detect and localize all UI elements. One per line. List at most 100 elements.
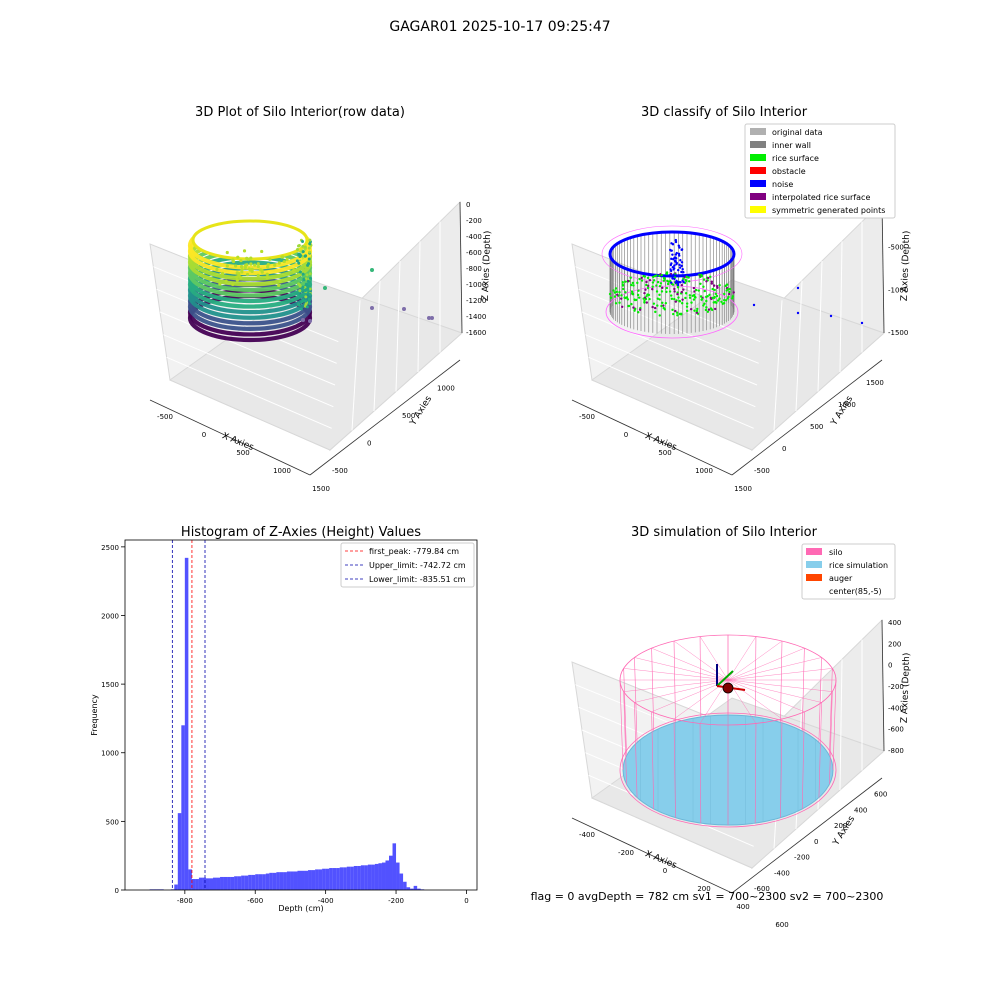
silo-wall-line xyxy=(673,718,676,818)
noise-point xyxy=(670,257,673,261)
data-point xyxy=(239,258,243,263)
silo-roof-line xyxy=(634,657,729,681)
rice-point xyxy=(627,304,631,308)
histogram-bar xyxy=(385,860,389,890)
silo-roof-line xyxy=(623,679,729,692)
z-tick-label: -1000 xyxy=(888,286,908,294)
rice-point xyxy=(712,284,716,287)
rice-point xyxy=(654,310,657,314)
x-tick-label: -400 xyxy=(579,831,595,839)
legend-swatch xyxy=(750,206,766,213)
rice-point xyxy=(636,293,640,297)
histogram-legend: first_peak: -779.84 cm Upper_limit: -742.… xyxy=(340,542,475,588)
y-tick-label: 0 xyxy=(814,838,818,846)
noise-point xyxy=(671,277,674,280)
panel4-title: 3D simulation of Silo Interior xyxy=(631,525,818,540)
data-point xyxy=(297,282,301,286)
z-tick-label: -1400 xyxy=(466,313,486,321)
rice-point xyxy=(621,283,625,286)
rice-point xyxy=(640,279,644,282)
noise-point xyxy=(681,268,684,271)
grid-line xyxy=(839,659,843,791)
x-tick-label: -200 xyxy=(388,897,404,905)
histogram-bar xyxy=(279,872,284,890)
rice-point xyxy=(723,298,726,302)
rice-point xyxy=(631,281,635,285)
rice-point xyxy=(709,296,713,300)
histogram-bar xyxy=(396,862,400,890)
rice-point xyxy=(680,283,683,287)
rice-point xyxy=(642,297,645,300)
noise-ring xyxy=(608,230,736,278)
histogram-bar xyxy=(213,877,217,890)
data-point xyxy=(224,279,228,283)
histogram-bar xyxy=(181,725,185,890)
rice-point xyxy=(685,275,688,279)
x-tick-label: 0 xyxy=(663,867,667,875)
data-point xyxy=(306,279,310,283)
panel1-zlabel: Z Axies (Depth) xyxy=(481,231,493,302)
legend-label: Upper_limit: -742.72 cm xyxy=(369,561,466,570)
rice-point xyxy=(670,294,673,297)
rice-point xyxy=(732,291,735,294)
rice-point xyxy=(694,296,697,299)
silo-wall-line xyxy=(619,679,624,771)
y-tick-label: 500 xyxy=(810,423,823,431)
data-point xyxy=(225,264,229,268)
histogram-bar xyxy=(255,874,259,890)
rice-point xyxy=(699,295,703,298)
rice-point xyxy=(676,286,680,289)
noise-point xyxy=(680,264,683,268)
histogram-bar xyxy=(343,867,347,890)
rice-point xyxy=(618,290,621,294)
silo-wall-line xyxy=(623,668,627,756)
outlier-point xyxy=(370,268,374,272)
panel-simulation: 3D simulation of Silo Interior -400 -200 0… xyxy=(571,525,912,929)
histogram-bar xyxy=(367,864,372,890)
histogram-x-ticks: -800 -600 -400 -200 0 xyxy=(177,890,469,905)
histogram-bar xyxy=(191,879,196,890)
data-point xyxy=(292,268,296,272)
x-tick-label: 1000 xyxy=(695,467,713,475)
rice-point xyxy=(731,295,735,298)
legend-label: obstacle xyxy=(772,167,806,176)
rice-point xyxy=(630,283,633,287)
rice-point xyxy=(688,294,692,297)
y-tick-label: 500 xyxy=(402,412,415,420)
rice-point xyxy=(710,280,714,283)
data-point xyxy=(256,262,260,266)
rice-point xyxy=(685,305,689,308)
silo-wall-line xyxy=(634,657,638,743)
rice-point xyxy=(731,297,734,300)
data-point xyxy=(308,287,312,291)
data-point xyxy=(298,289,302,293)
panel4-legend: silo rice simulation auger center(85,-5) xyxy=(801,543,896,600)
data-point xyxy=(297,261,301,265)
data-point xyxy=(253,263,257,267)
x-tick-label: -400 xyxy=(318,897,334,905)
histogram-bar xyxy=(258,874,263,890)
legend-label: rice simulation xyxy=(829,561,888,570)
grid-line xyxy=(163,334,334,408)
silo-wall-line xyxy=(634,702,638,798)
histogram-bar xyxy=(325,868,330,890)
outlier-point xyxy=(323,286,327,290)
rice-point xyxy=(702,285,705,288)
histogram-bar xyxy=(378,863,382,890)
rice-point xyxy=(716,286,719,289)
data-point xyxy=(296,302,300,306)
y-tick-label: -400 xyxy=(774,869,790,877)
rice-point xyxy=(621,281,624,284)
panel1-points xyxy=(187,219,434,343)
data-point xyxy=(308,238,312,242)
z-tick-label: -400 xyxy=(466,233,482,241)
panel2-points xyxy=(601,225,864,339)
data-point xyxy=(308,250,312,254)
histogram-bar xyxy=(399,873,404,890)
grid-line xyxy=(817,260,823,392)
rice-point xyxy=(609,296,613,299)
data-point xyxy=(266,265,270,269)
legend-label: symmetric generated points xyxy=(772,206,885,215)
data-point xyxy=(305,273,309,277)
legend-label: original data xyxy=(772,128,823,137)
